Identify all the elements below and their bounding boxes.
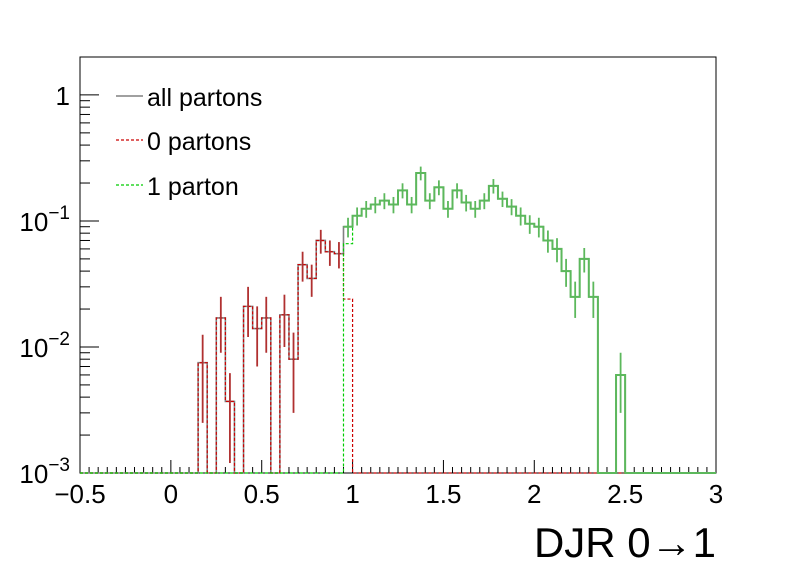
x-tick-label: 1.5 (425, 479, 461, 509)
x-tick-label: 3 (709, 479, 723, 509)
error-bars (201, 166, 622, 464)
x-tick-label: 0.5 (244, 479, 280, 509)
series-line-1 (80, 239, 716, 474)
y-tick-label: 10−2 (19, 329, 70, 363)
series-line-0 (80, 172, 716, 474)
y-tick-label: 10−3 (19, 455, 70, 489)
x-axis-label: DJR 0→1 (534, 519, 716, 566)
series-overlay-line (343, 172, 716, 474)
legend-label: 0 partons (147, 128, 251, 156)
y-axis-ticks: 10−3 10−2 10−1 1 (19, 56, 99, 489)
x-tick-label: 2 (527, 479, 541, 509)
x-tick-label: 1 (345, 479, 359, 509)
y-tick-label: 1 (56, 81, 70, 111)
x-tick-label: 0 (164, 479, 178, 509)
histogram-series (80, 172, 716, 474)
legend-label: all partons (147, 84, 262, 112)
legend: all partons 0 partons 1 parton (116, 84, 262, 201)
x-axis-ticks: −0.5 0 0.5 1 1.5 2 2.5 3 (54, 460, 723, 509)
legend-label: 1 parton (147, 173, 239, 201)
series-line-2 (80, 172, 716, 474)
x-tick-label: −0.5 (54, 479, 105, 509)
y-tick-label: 10−1 (19, 203, 70, 237)
x-tick-label: 2.5 (607, 479, 643, 509)
